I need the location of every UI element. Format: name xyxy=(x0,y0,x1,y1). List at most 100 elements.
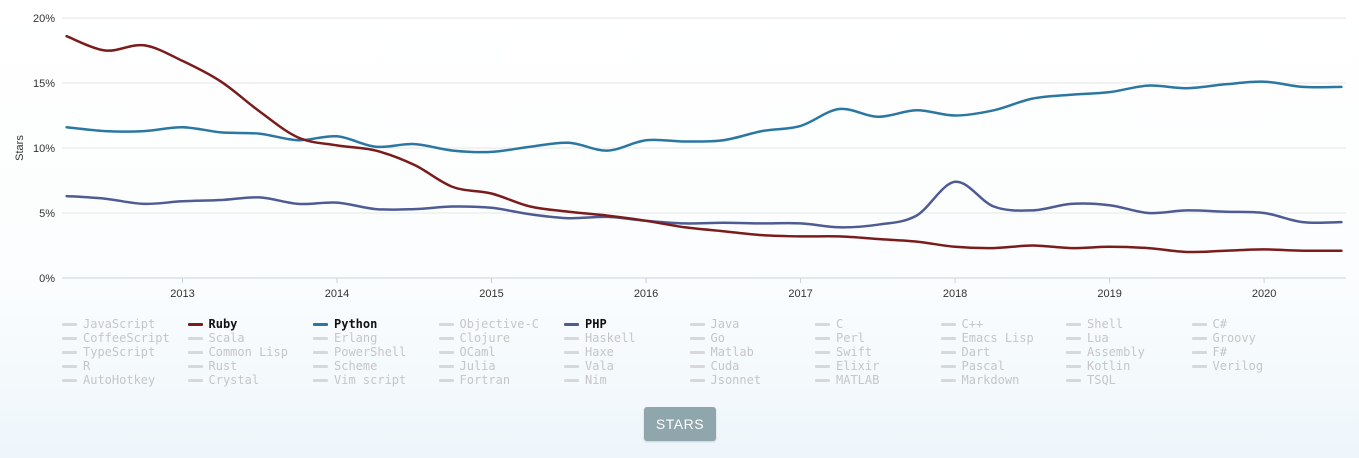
legend-swatch xyxy=(187,322,203,326)
legend-item-lua[interactable]: Lua xyxy=(1066,331,1192,345)
legend-label: Vim script xyxy=(334,373,407,387)
legend-item-nim[interactable]: Nim xyxy=(564,373,690,387)
series-line-ruby[interactable] xyxy=(65,34,1343,254)
legend-swatch xyxy=(1066,364,1081,368)
legend-swatch xyxy=(564,322,579,326)
legend-swatch xyxy=(564,336,579,340)
legend-swatch xyxy=(689,364,705,368)
y-axis-ticks: 0% 5% 10% 15% 20% xyxy=(33,13,55,285)
legend-item-kotlin[interactable]: Kotlin xyxy=(1066,359,1192,373)
legend-swatch xyxy=(564,378,579,382)
legend-item-common-lisp[interactable]: Common Lisp xyxy=(187,345,314,359)
legend-item-f[interactable]: F# xyxy=(1191,345,1318,359)
legend-label: TSQL xyxy=(1087,373,1116,387)
legend-item-swift[interactable]: Swift xyxy=(815,345,941,359)
legend-item-verilog[interactable]: Verilog xyxy=(1191,359,1318,373)
legend-label: PowerShell xyxy=(334,345,407,359)
legend-label: Perl xyxy=(836,331,865,345)
legend-item-objective-c[interactable]: Objective-C xyxy=(438,317,565,331)
legend-item-matlab[interactable]: MATLAB xyxy=(815,373,941,387)
legend-label: C xyxy=(836,317,844,331)
legend-label: Ruby xyxy=(208,317,238,331)
legend-label: Dart xyxy=(961,345,991,359)
legend-label: Objective-C xyxy=(459,317,539,331)
legend-label: Cuda xyxy=(710,359,740,373)
legend-label: Haxe xyxy=(585,345,614,359)
legend-label: MATLAB xyxy=(836,373,880,387)
legend-swatch xyxy=(564,364,579,368)
legend-item-shell[interactable]: Shell xyxy=(1066,317,1192,331)
legend-item-clojure[interactable]: Clojure xyxy=(438,331,565,345)
legend-item-tsql[interactable]: TSQL xyxy=(1066,373,1192,387)
series-line-php[interactable] xyxy=(65,180,1343,229)
legend-item-crystal[interactable]: Crystal xyxy=(187,373,314,387)
legend-item-fortran[interactable]: Fortran xyxy=(438,373,565,387)
legend-item-scheme[interactable]: Scheme xyxy=(313,359,439,373)
legend-item-vim-script[interactable]: Vim script xyxy=(313,373,439,387)
legend-item-groovy[interactable]: Groovy xyxy=(1191,331,1318,345)
legend-item-java[interactable]: Java xyxy=(689,317,816,331)
legend-item-perl[interactable]: Perl xyxy=(815,331,941,345)
legend-item-erlang[interactable]: Erlang xyxy=(313,331,439,345)
legend-item-powershell[interactable]: PowerShell xyxy=(313,345,439,359)
legend-swatch xyxy=(1191,322,1207,326)
legend-item-php[interactable]: PHP xyxy=(564,317,690,331)
legend-item-ocaml[interactable]: OCaml xyxy=(438,345,565,359)
legend-label: Clojure xyxy=(459,331,511,345)
legend-item-go[interactable]: Go xyxy=(689,331,816,345)
legend-item-emacs-lisp[interactable]: Emacs Lisp xyxy=(940,331,1067,345)
legend-swatch xyxy=(815,336,830,340)
legend-item-c[interactable]: C# xyxy=(1191,317,1318,331)
stars-button[interactable]: STARS xyxy=(644,407,716,441)
legend-label: Rust xyxy=(208,359,238,373)
legend-label: Matlab xyxy=(710,345,754,359)
legend-item-javascript[interactable]: JavaScript xyxy=(62,317,188,331)
x-tick-label: 2018 xyxy=(943,288,967,300)
y-tick-label: 10% xyxy=(33,143,55,155)
x-axis-ticks: 2013 2014 2015 2016 2017 2018 2019 2020 xyxy=(170,278,1276,300)
legend-swatch xyxy=(438,350,454,354)
legend-item-rust[interactable]: Rust xyxy=(187,359,314,373)
legend-item-assembly[interactable]: Assembly xyxy=(1066,345,1192,359)
legend-swatch xyxy=(62,350,77,354)
series-line-python[interactable] xyxy=(65,80,1343,154)
legend-item-jsonnet[interactable]: Jsonnet xyxy=(689,373,816,387)
legend-label: Pascal xyxy=(961,359,1005,373)
y-tick-label: 20% xyxy=(33,13,55,25)
legend-item-ruby[interactable]: Ruby xyxy=(187,317,314,331)
legend-swatch xyxy=(438,322,454,326)
legend-item-python[interactable]: Python xyxy=(313,317,439,331)
legend-item-vala[interactable]: Vala xyxy=(564,359,690,373)
legend-swatch xyxy=(313,322,328,326)
legend-item-autohotkey[interactable]: AutoHotkey xyxy=(62,373,188,387)
legend-swatch xyxy=(940,378,956,382)
legend-label: Verilog xyxy=(1212,359,1264,373)
legend-item-c[interactable]: C++ xyxy=(940,317,1067,331)
legend-item-markdown[interactable]: Markdown xyxy=(940,373,1067,387)
legend-item-c[interactable]: C xyxy=(815,317,941,331)
legend-label: Jsonnet xyxy=(710,373,762,387)
legend-item-pascal[interactable]: Pascal xyxy=(940,359,1067,373)
legend-item-julia[interactable]: Julia xyxy=(438,359,565,373)
legend-label: Emacs Lisp xyxy=(961,331,1034,345)
legend-item-scala[interactable]: Scala xyxy=(187,331,314,345)
legend-item-typescript[interactable]: TypeScript xyxy=(62,345,188,359)
y-tick-label: 0% xyxy=(39,273,55,285)
legend-swatch xyxy=(815,364,830,368)
legend-label: JavaScript xyxy=(83,317,156,331)
legend-swatch xyxy=(313,364,328,368)
legend-item-cuda[interactable]: Cuda xyxy=(689,359,816,373)
legend-item-matlab[interactable]: Matlab xyxy=(689,345,816,359)
legend-item-haskell[interactable]: Haskell xyxy=(564,331,690,345)
legend-item-haxe[interactable]: Haxe xyxy=(564,345,690,359)
x-tick-label: 2019 xyxy=(1097,288,1121,300)
line-chart: 0%5%10%15%20% 2013 2014 2015 2016 2017 2018 20… xyxy=(14,13,1346,300)
legend-swatch xyxy=(815,378,830,382)
legend-item-elixir[interactable]: Elixir xyxy=(815,359,941,373)
legend-item-coffeescript[interactable]: CoffeeScript xyxy=(62,331,188,345)
legend-item-r[interactable]: R xyxy=(62,359,188,373)
legend-label: F# xyxy=(1212,345,1227,359)
legend-item-dart[interactable]: Dart xyxy=(940,345,1067,359)
legend-swatch xyxy=(313,350,328,354)
legend-label: Julia xyxy=(459,359,496,373)
